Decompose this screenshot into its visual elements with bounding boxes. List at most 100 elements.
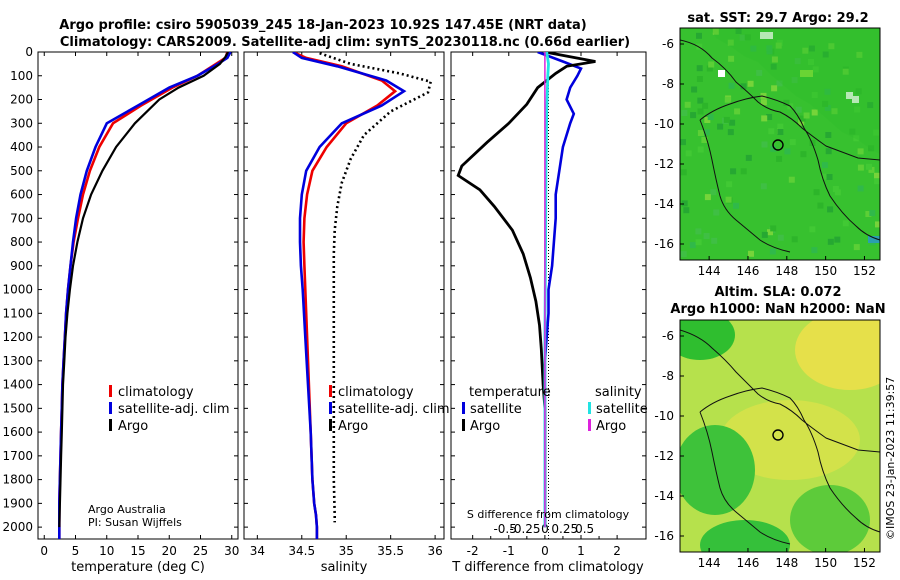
difference-x-axis: -2 -1 0 1 2 <box>467 52 621 558</box>
sal-legend-swatch-satellite-adj <box>329 402 332 414</box>
sst-cell <box>855 88 862 95</box>
difference-x-label: T difference from climatology <box>451 560 644 575</box>
sst-cell <box>824 88 831 95</box>
sst-cell <box>799 115 806 122</box>
sst-cell <box>703 233 710 239</box>
diff-legend-swatch-s-satellite <box>588 402 591 414</box>
sla-map-title-line1: Altim. SLA: 0.072 <box>715 285 842 300</box>
sst-cell <box>750 45 757 52</box>
sst-cell <box>813 189 820 196</box>
sst-cell <box>697 108 704 115</box>
sst-cell <box>821 162 828 169</box>
sst-cell <box>739 34 746 41</box>
sst-cell <box>740 168 747 175</box>
imos-timestamp: ©IMOS 23-Jan-2023 11:39:57 <box>884 377 897 540</box>
sst-cell <box>867 102 874 109</box>
sst-cell <box>777 234 784 241</box>
sst-cell <box>852 96 859 103</box>
sst-cell <box>776 80 783 87</box>
salinity-panel-frame <box>243 51 445 540</box>
sst-cell <box>708 61 715 68</box>
difference-legend: temperature salinity satellite Argo sate… <box>462 385 648 434</box>
sst-cell <box>683 207 690 214</box>
difference-x-tick-label: 2 <box>613 544 621 558</box>
sst-cell <box>770 63 777 70</box>
sla-map-lon-label: 152 <box>853 556 876 570</box>
depth-axis: 0 100 200 300 400 500 600 700 800 900 1000 1100 1200… <box>2 45 646 534</box>
sst-cell <box>745 154 752 161</box>
sst-cell <box>828 43 835 50</box>
temperature-x-label: temperature (deg C) <box>71 560 205 575</box>
sst-cell <box>727 129 734 136</box>
difference-x-tick-label: 0 <box>541 544 549 558</box>
depth-tick-label: 1200 <box>2 330 33 344</box>
sst-cell <box>690 112 697 119</box>
sla-argo-location-marker <box>772 429 784 441</box>
depth-tick-label: 1500 <box>2 401 33 415</box>
sst-cell <box>681 110 688 116</box>
salinity-x-tick-label: 34 <box>250 544 265 558</box>
sst-cell <box>704 117 711 123</box>
legend-swatch-argo <box>109 419 112 431</box>
sst-cell <box>696 65 703 72</box>
sst-cell <box>875 221 880 228</box>
diff-legend-swatch-t-satellite <box>462 402 465 414</box>
s-difference-tick-label: 0.25 <box>551 522 578 536</box>
sst-cell <box>701 137 708 143</box>
diff-legend-label-s-argo: Argo <box>596 419 626 434</box>
salinity-x-axis: 34 34.5 35 35.5 36 <box>250 52 443 558</box>
sst-map-lon-label: 150 <box>814 264 837 278</box>
sst-cell <box>842 220 849 227</box>
diff-legend-swatch-s-argo <box>588 419 591 431</box>
s-difference-label: S difference from climatology <box>467 508 630 521</box>
figure-title-line1: Argo profile: csiro 5905039_245 18-Jan-2… <box>59 18 586 33</box>
sst-cell <box>846 92 853 99</box>
sst-cell <box>811 92 818 98</box>
sst-cell <box>718 70 725 77</box>
sst-map-axes: -6 -8 -10 -12 -14 -16 144 146 148 150 152 <box>654 37 876 278</box>
sst-cell <box>680 169 687 176</box>
sal-legend-swatch-argo <box>329 419 332 431</box>
sst-cell <box>834 189 841 196</box>
sst-cell <box>802 47 809 54</box>
sst-cell <box>812 66 819 73</box>
credit-line-2: PI: Susan Wijffels <box>88 516 182 529</box>
diff-legend-label-t-argo: Argo <box>470 419 500 434</box>
sst-cell <box>697 146 704 153</box>
sst-cell <box>707 114 714 121</box>
s-difference-axis: -0.5-0.25 0 0.250.5 <box>493 522 594 536</box>
sst-cell <box>766 45 773 52</box>
sla-high-region-ne <box>795 320 880 390</box>
depth-tick-label: 1000 <box>2 283 33 297</box>
sst-map-lat-label: -14 <box>654 197 674 211</box>
diff-legend-swatch-t-argo <box>462 419 465 431</box>
sst-cell <box>834 236 841 243</box>
sst-cell <box>695 239 702 246</box>
depth-tick-label: 200 <box>10 93 33 107</box>
salinity-x-label: salinity <box>321 560 368 575</box>
sst-cell <box>681 200 688 207</box>
sst-cell <box>857 164 864 171</box>
depth-tick-label: 1900 <box>2 496 33 510</box>
sst-cell <box>771 56 778 63</box>
sst-cell <box>826 174 833 180</box>
depth-tick-label: 0 <box>25 45 33 59</box>
sst-cell <box>696 76 703 82</box>
sal-legend-label-satellite-adj: satellite-adj. clim <box>338 402 450 417</box>
sst-cell <box>827 238 834 245</box>
sla-map-axes: -6 -8 -10 -12 -14 -16 144 146 148 150 152 <box>654 329 876 570</box>
sst-land-shade <box>680 28 880 154</box>
sal-legend-label-argo: Argo <box>338 419 368 434</box>
sst-cell <box>748 250 754 257</box>
temperature-legend: climatology satellite-adj. clim Argo <box>109 385 230 434</box>
sst-cell <box>685 150 692 157</box>
sst-cell <box>791 77 798 84</box>
sla-low-region-sw <box>700 520 790 552</box>
temperature-x-tick-label: 5 <box>72 544 80 558</box>
salinity-satellite-adj-line <box>292 52 407 539</box>
depth-tick-label: 800 <box>10 235 33 249</box>
sla-coastline-west <box>699 411 791 545</box>
sst-map-lat-label: -6 <box>662 37 674 51</box>
sst-map-cells <box>680 28 880 258</box>
salinity-legend: climatology satellite-adj. clim Argo <box>329 385 450 434</box>
